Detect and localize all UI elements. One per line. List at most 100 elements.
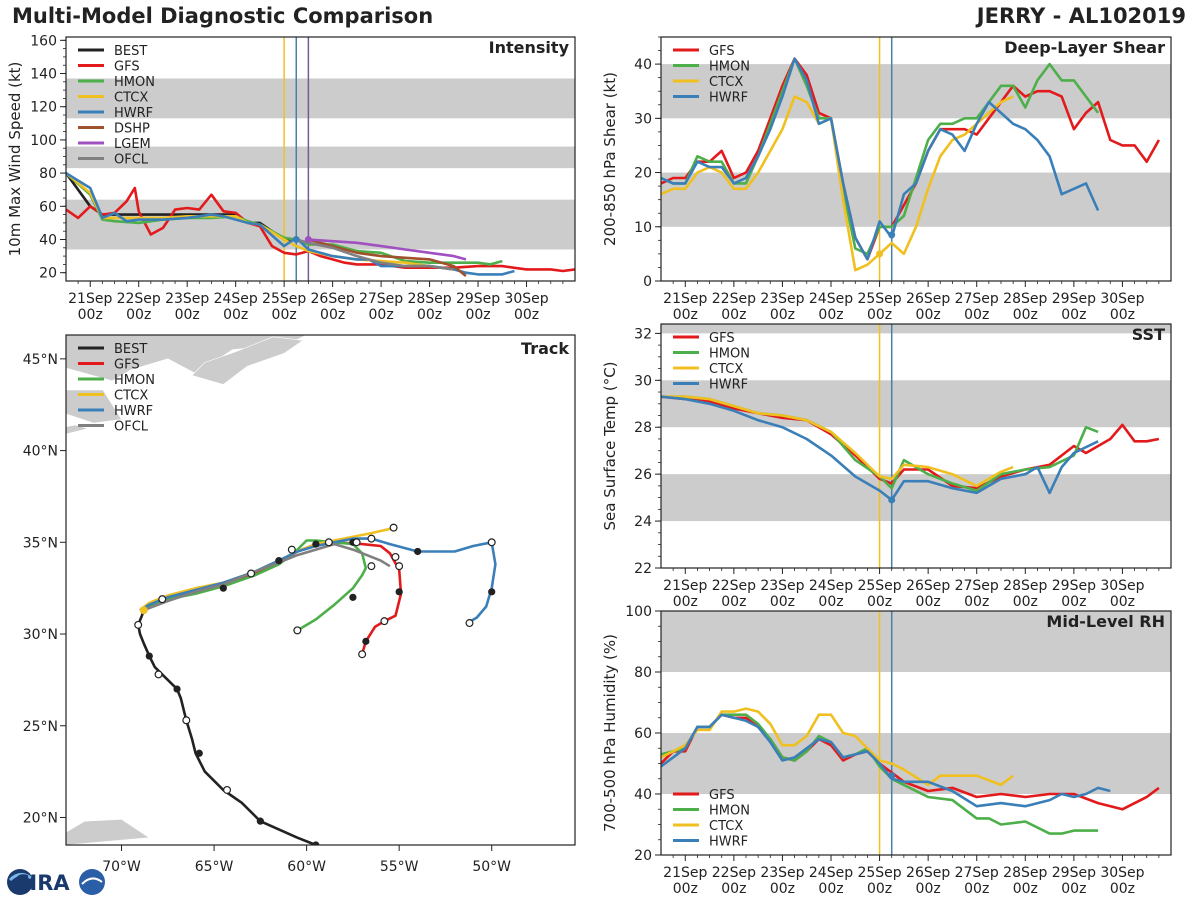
- sst-xtick-label-hour: 00z: [673, 594, 698, 610]
- shear-panel: 01020304021Sep00z22Sep00z23Sep00z24Sep00…: [601, 36, 1172, 323]
- sst-plot-area: [661, 324, 1171, 568]
- sst-xtick-label-date: 29Sep: [1052, 578, 1096, 594]
- track-marker-open: [287, 545, 296, 554]
- sst-ytick-label: 28: [634, 420, 652, 436]
- track-xtick-label: 50°W: [472, 859, 511, 875]
- intensity-ytick-label: 20: [39, 266, 57, 282]
- sst-xtick-label-date: 28Sep: [1003, 578, 1047, 594]
- intensity-xtick-label-hour: 00z: [223, 307, 248, 323]
- track-legend-label-ofcl: OFCL: [114, 420, 149, 435]
- track-marker-closed: [395, 588, 403, 596]
- sst-xtick-label-date: 22Sep: [712, 578, 756, 594]
- track-initial-position: [139, 606, 148, 615]
- shear-xtick-label-hour: 00z: [1013, 307, 1038, 323]
- sst-ylabel: Sea Surface Temp (°C): [601, 361, 619, 530]
- intensity-legend-label-ctcx: CTCX: [114, 91, 148, 106]
- rh-xtick-label-hour: 00z: [1110, 881, 1135, 897]
- intensity-xtick-label-hour: 00z: [320, 307, 345, 323]
- rh-ytick-label: 60: [634, 726, 652, 742]
- intensity-legend-label-gfs: GFS: [114, 60, 140, 75]
- shear-title: Deep-Layer Shear: [1004, 38, 1165, 57]
- sst-xtick-label-hour: 00z: [1013, 594, 1038, 610]
- shear-ytick-label: 40: [634, 57, 652, 73]
- sst-ytick-label: 26: [634, 467, 652, 483]
- intensity-xtick-label-hour: 00z: [465, 307, 490, 323]
- rh-xtick-label-date: 22Sep: [712, 865, 756, 881]
- track-marker-closed: [256, 817, 264, 825]
- track-plot-area: [66, 335, 497, 845]
- shear-xtick-label-date: 30Sep: [1100, 291, 1144, 307]
- intensity-xtick-label-date: 22Sep: [117, 291, 161, 307]
- shear-shade-band: [661, 64, 1171, 119]
- sst-shade-band: [661, 324, 1171, 334]
- rh-xtick-label-hour: 00z: [770, 881, 795, 897]
- rh-xtick-label-hour: 00z: [673, 881, 698, 897]
- rh-hwrf-marker: [888, 772, 896, 780]
- shear-xtick-label-date: 22Sep: [712, 291, 756, 307]
- sst-shade-band: [661, 380, 1171, 428]
- shear-xtick-label-date: 28Sep: [1003, 291, 1047, 307]
- intensity-xtick-label-hour: 00z: [417, 307, 442, 323]
- shear-xtick-label-date: 29Sep: [1052, 291, 1096, 307]
- track-landmass: [66, 424, 90, 435]
- intensity-ytick-label: 140: [30, 67, 57, 83]
- intensity-series-dshp: [308, 238, 467, 278]
- shear-series-hwrf: [661, 57, 1100, 261]
- intensity-xtick-label-date: 24Sep: [214, 291, 258, 307]
- rh-series-hwrf: [661, 713, 1111, 808]
- intensity-plot-area: [66, 37, 575, 281]
- track-legend-label-ctcx: CTCX: [114, 389, 148, 404]
- cira-logo: CIRA: [4, 866, 108, 898]
- track-marker-closed: [173, 685, 181, 693]
- intensity-series-ofcl: [295, 238, 454, 271]
- track-series-hmon: [139, 539, 368, 632]
- track-xtick-label: 65°W: [195, 859, 234, 875]
- rh-panel: 2040608010021Sep00z22Sep00z23Sep00z24Sep…: [601, 604, 1172, 897]
- rh-legend-label-hwrf: HWRF: [709, 835, 748, 850]
- track-marker-open: [247, 569, 256, 578]
- rh-xtick-label-hour: 00z: [1013, 881, 1038, 897]
- shear-xtick-label-hour: 00z: [721, 307, 746, 323]
- intensity-legend-label-hwrf: HWRF: [114, 106, 153, 121]
- sst-panel: 22242628303221Sep00z22Sep00z23Sep00z24Se…: [601, 323, 1172, 610]
- sst-xtick-label-date: 26Sep: [906, 578, 950, 594]
- sst-xtick-label-hour: 00z: [1110, 594, 1135, 610]
- track-series-best: [136, 609, 317, 845]
- shear-xtick-label-hour: 00z: [1110, 307, 1135, 323]
- track-marker-closed: [349, 593, 357, 601]
- sst-xtick-label-hour: 00z: [721, 594, 746, 610]
- intensity-legend-label-best: BEST: [114, 44, 147, 59]
- track-landmass: [66, 389, 123, 424]
- shear-xtick-label-hour: 00z: [818, 307, 843, 323]
- shear-xtick-label-date: 26Sep: [906, 291, 950, 307]
- sst-ytick-label: 32: [634, 326, 652, 342]
- intensity-xtick-label-hour: 00z: [514, 307, 539, 323]
- shear-xtick-label-hour: 00z: [964, 307, 989, 323]
- shear-xtick-label-hour: 00z: [673, 307, 698, 323]
- intensity-xtick-label-date: 25Sep: [262, 291, 306, 307]
- track-ytick-label: 30°N: [23, 627, 58, 643]
- sst-xtick-label-date: 24Sep: [809, 578, 853, 594]
- sst-legend-label-hwrf: HWRF: [709, 378, 748, 393]
- rh-xtick-label-date: 24Sep: [809, 865, 853, 881]
- track-marker-open: [380, 617, 389, 626]
- track-marker-open: [352, 538, 361, 547]
- track-marker-closed: [312, 841, 320, 845]
- track-marker-open: [324, 538, 333, 547]
- sst-legend-label-hmon: HMON: [709, 347, 750, 362]
- shear-xtick-label-hour: 00z: [867, 307, 892, 323]
- shear-ylabel: 200-850 hPa Shear (kt): [601, 72, 619, 246]
- track-marker-open: [223, 785, 232, 794]
- rh-ytick-label: 40: [634, 787, 652, 803]
- intensity-ytick-label: 40: [39, 233, 57, 249]
- sst-ytick-label: 22: [634, 561, 652, 577]
- rh-xtick-label-date: 28Sep: [1003, 865, 1047, 881]
- shear-legend-label-gfs: GFS: [709, 44, 735, 59]
- shear-xtick-label-hour: 00z: [1061, 307, 1086, 323]
- intensity-ytick-label: 160: [30, 33, 57, 49]
- track-marker-open: [367, 534, 376, 543]
- track-series-ofcl: [143, 542, 391, 612]
- track-marker-closed: [414, 547, 422, 556]
- shear-ytick-label: 20: [634, 166, 652, 182]
